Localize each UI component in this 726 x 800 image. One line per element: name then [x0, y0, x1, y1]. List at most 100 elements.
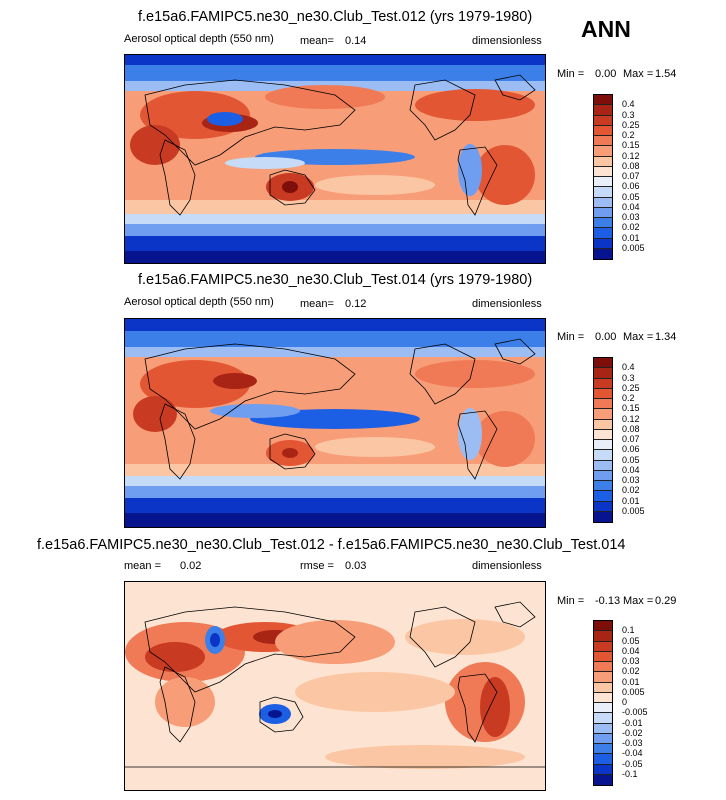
panel1-colorbar-swatch: [594, 156, 612, 167]
panel3-colorbar-swatch: [594, 631, 612, 642]
panel1-colorbar-tick: 0.02: [622, 222, 640, 233]
panel3-mean-value: 0.02: [180, 560, 202, 572]
panel2-colorbar-tick: 0.03: [622, 475, 640, 485]
panel2-colorbar-tick: 0.01: [622, 495, 640, 506]
season-label: ANN: [581, 16, 631, 42]
panel1-mean-value: 0.14: [345, 35, 367, 47]
panel3-colorbar-swatch: [594, 672, 612, 683]
panel2-colorbar-tick: 0.08: [622, 423, 640, 434]
panel3-colorbar-swatch: [594, 744, 612, 755]
panel1-colorbar-tick: 0.2: [622, 130, 635, 140]
panel3-colorbar-swatch: [594, 651, 612, 662]
panel2-colorbar-swatch: [594, 358, 612, 369]
panel2-colorbar-swatch: [594, 388, 612, 399]
panel2-colorbar-swatch: [594, 481, 612, 492]
panel3-rmse-label: rmse =: [300, 560, 334, 572]
panel3-colorbar-tick: -0.03: [622, 738, 643, 748]
panel3-colorbar-tick: -0.005: [622, 707, 648, 718]
panel3-max-value: 0.29: [655, 595, 677, 607]
panel3-colorbar-swatch: [594, 703, 612, 714]
panel1-colorbar-tick: 0.005: [622, 242, 645, 253]
panel2-colorbar: [593, 357, 613, 523]
panel1-colorbar-swatch: [594, 187, 612, 198]
panel3-colorbar-swatch: [594, 733, 612, 744]
panel2-colorbar-swatch: [594, 368, 612, 379]
panel3-min-value: -0.13: [595, 595, 621, 607]
panel2-colorbar-tick: 0.3: [622, 372, 635, 383]
panel2-colorbar-tick: 0.04: [622, 464, 640, 475]
panel1-colorbar-swatch: [594, 105, 612, 116]
panel1-colorbar-tick: 0.04: [622, 201, 640, 212]
panel2-colorbar-swatch: [594, 501, 612, 512]
panel2-colorbar-tick: 0.25: [622, 382, 640, 393]
panel2-units: dimensionless: [472, 298, 542, 310]
panel1-max-label: Max =: [623, 68, 654, 80]
panel1-colorbar-tick: 0.15: [622, 140, 640, 151]
panel1-colorbar: [593, 94, 613, 260]
panel2-map: [124, 318, 546, 528]
panel2-colorbar-swatch: [594, 378, 612, 389]
panel3-max-label: Max =: [623, 595, 654, 607]
panel1-colorbar-tick: 0.12: [622, 150, 640, 161]
panel1-colorbar-swatch: [594, 136, 612, 147]
panel3-colorbar-swatch: [594, 641, 612, 652]
panel3-colorbar-tick: 0.005: [622, 686, 645, 697]
panel3-colorbar-tick: 0.04: [622, 645, 640, 656]
panel1-colorbar-swatch: [594, 146, 612, 157]
panel3-colorbar-swatch: [594, 723, 612, 734]
panel3-colorbar-tick: -0.01: [622, 717, 643, 728]
panel1-colorbar-swatch: [594, 228, 612, 239]
panel2-colorbar-tick: 0.4: [622, 362, 635, 373]
panel1-colorbar-tick: 0.25: [622, 119, 640, 130]
panel2-colorbar-tick: 0.05: [622, 454, 640, 465]
panel3-colorbar-tick: 0.03: [622, 656, 640, 666]
panel2-colorbar-swatch: [594, 419, 612, 430]
panel2-variable-label: Aerosol optical depth (550 nm): [124, 296, 274, 308]
panel2-colorbar-swatch: [594, 409, 612, 420]
panel1-colorbar-tick: 0.07: [622, 171, 640, 181]
panel1-map: [124, 54, 546, 264]
panel3-colorbar-tick: -0.05: [622, 758, 643, 769]
panel3-colorbar-swatch: [594, 754, 612, 765]
panel2-colorbar-tick: 0.07: [622, 434, 640, 444]
panel2-colorbar-swatch: [594, 470, 612, 481]
panel1-colorbar-swatch: [594, 207, 612, 218]
panel3-colorbar-swatch: [594, 662, 612, 673]
panel3-colorbar: [593, 620, 613, 786]
panel1-colorbar-swatch: [594, 166, 612, 177]
panel1-colorbar-tick: 0.4: [622, 99, 635, 110]
panel3-colorbar-swatch: [594, 682, 612, 693]
panel1-min-label: Min =: [557, 68, 585, 80]
panel1-mean-label: mean=: [300, 35, 334, 47]
panel3-colorbar-tick: -0.04: [622, 748, 643, 759]
panel3-colorbar-tick: -0.1: [622, 768, 638, 779]
panel2-colorbar-swatch: [594, 491, 612, 502]
panel1-colorbar-swatch: [594, 248, 612, 259]
panel2-min-value: 0.00: [595, 331, 617, 343]
panel3-colorbar-swatch: [594, 774, 612, 785]
panel3-rmse-value: 0.03: [345, 560, 367, 572]
panel3-min-label: Min =: [557, 595, 585, 607]
panel1-colorbar-tick: 0.01: [622, 232, 640, 243]
panel1-colorbar-swatch: [594, 197, 612, 208]
panel3-map: [124, 581, 546, 791]
panel1-colorbar-tick: 0.3: [622, 109, 635, 120]
panel2-mean-value: 0.12: [345, 298, 367, 310]
panel1-colorbar-swatch: [594, 238, 612, 249]
panel2-min-label: Min =: [557, 331, 585, 343]
panel3-colorbar-tick: 0.05: [622, 635, 640, 646]
panel2-colorbar-tick: 0.005: [622, 505, 645, 516]
panel2-colorbar-swatch: [594, 440, 612, 451]
panel2-colorbar-tick: 0.06: [622, 444, 640, 455]
panel1-colorbar-swatch: [594, 115, 612, 126]
panel1-colorbar-tick: 0.05: [622, 191, 640, 202]
panel3-mean-label: mean =: [124, 560, 161, 572]
panel3-colorbar-tick: 0.1: [622, 625, 635, 636]
panel1-title: f.e15a6.FAMIPC5.ne30_ne30.Club_Test.012 …: [138, 9, 533, 25]
panel3-colorbar-tick: 0.01: [622, 676, 640, 687]
panel2-colorbar-tick: 0.15: [622, 403, 640, 414]
panel3-units: dimensionless: [472, 560, 542, 572]
panel3-colorbar-swatch: [594, 764, 612, 775]
panel2-colorbar-swatch: [594, 399, 612, 410]
panel1-colorbar-swatch: [594, 177, 612, 188]
